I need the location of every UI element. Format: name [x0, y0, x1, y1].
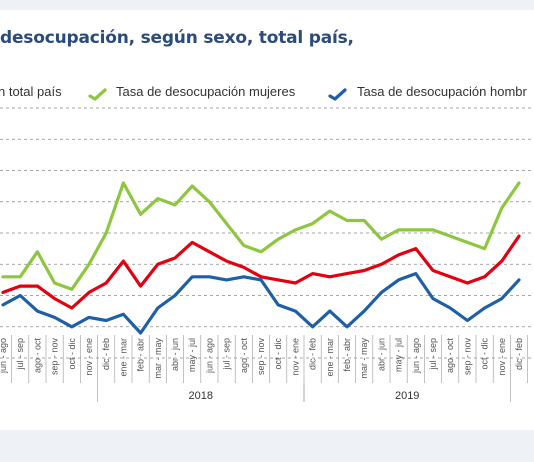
- x-tick-label: jul - sep: [15, 338, 25, 371]
- legend-marker: [88, 88, 107, 101]
- x-tick-label: ene - mar: [118, 338, 128, 377]
- legend-label-hombres: Tasa de desocupación hombr: [357, 84, 527, 99]
- x-tick-label: ene - mar: [325, 338, 335, 377]
- x-tick-label: jul - sep: [222, 338, 232, 371]
- x-tick-label: nov - ene: [497, 338, 507, 376]
- legend-label-total: n total país: [0, 84, 62, 99]
- series-line: [1, 181, 521, 291]
- year-label: 2019: [395, 390, 419, 402]
- year-label: 2018: [189, 390, 213, 402]
- x-tick-label: dic - feb: [101, 338, 111, 370]
- x-tick-label: mar - may: [153, 338, 163, 379]
- legend-label-mujeres: Tasa de desocupación mujeres: [116, 84, 296, 99]
- x-tick-label: nov - ene: [84, 338, 94, 376]
- top-band: [0, 0, 534, 10]
- x-axis: jun - ago jul - sep ago - oct sep - nov oct …: [0, 335, 528, 402]
- chart-title: desocupación, según sexo, total país,: [0, 28, 354, 48]
- x-tick-label: jun - ago: [0, 338, 8, 374]
- x-tick-label: oct - dic: [480, 338, 490, 370]
- x-tick-label: jun - ago: [204, 338, 214, 374]
- x-tick-label: abr - jun: [170, 338, 180, 371]
- x-tick-label: oct - dic: [67, 338, 77, 370]
- x-tick-label: sep - nov: [256, 338, 266, 376]
- legend-markers: [88, 88, 347, 101]
- bottom-band: [0, 430, 534, 462]
- series-line: [1, 234, 521, 310]
- x-tick-label: jun - ago: [411, 338, 421, 374]
- x-tick-label: feb - abr: [342, 338, 352, 372]
- series-lines: [1, 181, 521, 335]
- x-tick-label: may - jul: [187, 338, 197, 372]
- x-tick-label: feb - abr: [136, 338, 146, 372]
- x-tick-label: jul - sep: [428, 338, 438, 371]
- x-tick-label: mar - may: [359, 338, 369, 379]
- x-tick-label: dic - feb: [308, 338, 318, 370]
- x-tick-label: sep - nov: [462, 338, 472, 376]
- x-tick-label: ago - oct: [32, 338, 42, 374]
- legend-marker: [328, 88, 347, 101]
- x-tick-label: oct - dic: [273, 338, 283, 370]
- x-tick-label: may - jul: [394, 338, 404, 372]
- series-line: [1, 272, 521, 335]
- x-tick-label: abr - jun: [376, 338, 386, 371]
- x-tick-label: nov - ene: [290, 338, 300, 376]
- x-tick-label: sep - nov: [50, 338, 60, 376]
- x-tick-label: dic - feb: [514, 338, 524, 370]
- x-tick-label: ago - oct: [445, 338, 455, 374]
- x-tick-label: ago - oct: [239, 338, 249, 374]
